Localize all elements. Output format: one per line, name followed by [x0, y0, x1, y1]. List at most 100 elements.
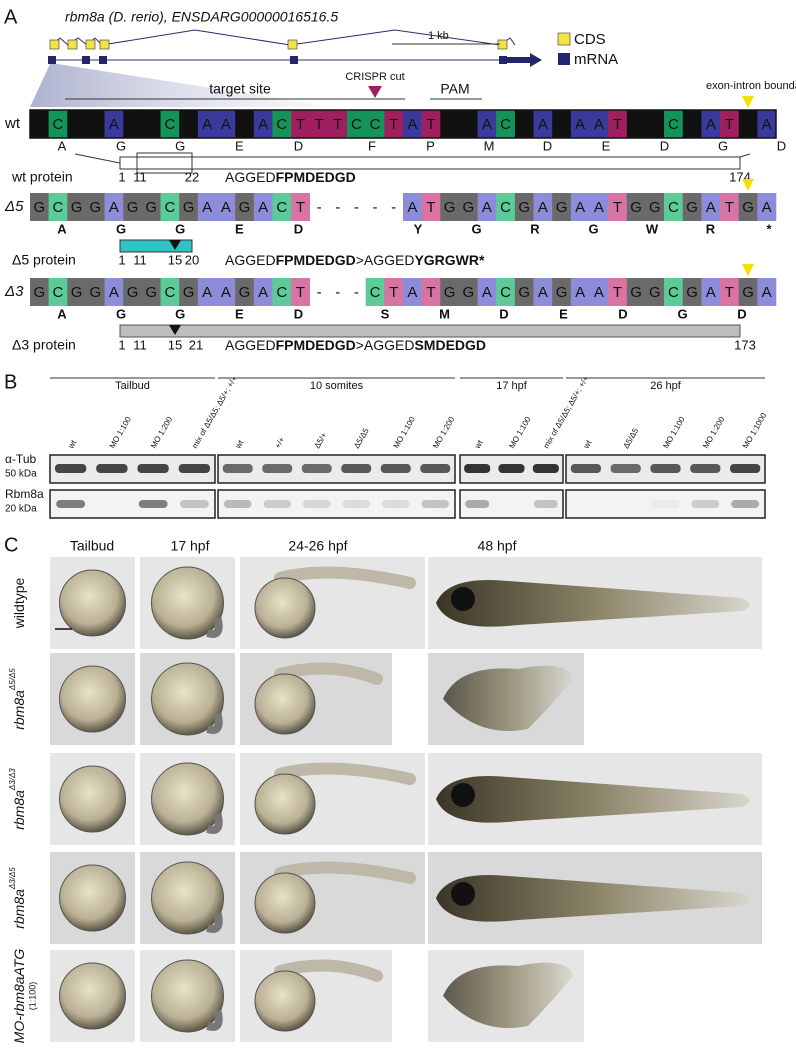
panel-label: C [4, 534, 18, 556]
amino-acid: R [706, 221, 716, 236]
nucleotide: A [258, 199, 268, 216]
protein-sequence: AGGEDFPMDEDGD>AGGEDYGRGWR* [225, 252, 485, 268]
nucleotide-cell [141, 193, 161, 221]
nucleotide: G [183, 116, 195, 133]
protein-sequence-part: AGGED [225, 337, 276, 353]
protein-position: 173 [734, 337, 756, 352]
nucleotide-cell [682, 193, 702, 221]
nucleotide-cell [440, 193, 460, 221]
band-rbm8a [263, 500, 292, 508]
panel-label: A [4, 6, 18, 28]
nucleotide: A [221, 116, 231, 133]
nucleotide-cell [235, 193, 255, 221]
embryo-tail [274, 762, 416, 785]
nucleotide: A [258, 116, 268, 133]
nucleotide-cell [701, 278, 721, 306]
nucleotide: C [370, 116, 381, 133]
nucleotide: A [482, 199, 492, 216]
protein-position: 15 [168, 252, 182, 267]
lane-label: wt [66, 438, 79, 451]
blot-size: 20 kDa [5, 504, 37, 515]
nucleotide-cell [757, 278, 777, 306]
nucleotide: C [164, 116, 175, 133]
legend-mrna [558, 53, 570, 65]
nucleotide-cell [365, 278, 385, 306]
embryo [59, 765, 126, 833]
column-label: 24-26 hpf [288, 538, 347, 554]
row-label-main: wildtype [11, 578, 27, 630]
nucleotide: - [391, 199, 396, 216]
lane-label: wt [581, 438, 594, 451]
nucleotide-cell [570, 278, 590, 306]
nucleotide-cell [216, 278, 236, 306]
lane-label: MO 1:200 [701, 415, 727, 450]
embryo [254, 872, 316, 934]
embryo [254, 970, 316, 1032]
nucleotide-cell [664, 278, 684, 306]
nucleotide: T [296, 284, 305, 301]
row-label: wt [4, 115, 21, 132]
nucleotide-cell [48, 110, 68, 138]
nucleotide-cell [626, 110, 646, 138]
row-label: MO-rbm8aATG [11, 949, 27, 1044]
nucleotide: G [444, 116, 456, 133]
row-label-superscript: Δ3/Δ5 [8, 867, 17, 890]
protein-label: Δ5 protein [12, 252, 76, 268]
protein-bar [119, 324, 741, 338]
nucleotide-cell [552, 110, 572, 138]
nucleotide: A [221, 199, 231, 216]
nucleotide: G [518, 284, 530, 301]
lane-label: MO 1:200 [149, 415, 175, 450]
nucleotide: T [613, 199, 622, 216]
nucleotide-cell [421, 110, 441, 138]
row-label-superscript: Δ5/Δ5 [8, 668, 17, 691]
nucleotide-cell [720, 110, 739, 138]
blot-rbm8a [459, 489, 564, 519]
band-tub [610, 464, 641, 473]
nucleotide-cell [328, 110, 348, 138]
nucleotide-cell [701, 193, 721, 221]
domain-box [136, 152, 193, 174]
amino-acid: R [530, 221, 540, 236]
band-tub [54, 464, 87, 473]
cut-marker [368, 86, 382, 98]
amino-acid: D [777, 138, 786, 153]
lane-label: MO 1:100 [661, 415, 687, 450]
amino-acid: M [484, 138, 495, 153]
nucleotide: A [706, 116, 716, 133]
nucleotide-cell [67, 193, 87, 221]
amino-acid: E [235, 306, 244, 321]
band-tub [690, 464, 721, 473]
row-label: rbm8aΔ3/Δ3 [8, 768, 27, 830]
amino-acid: E [559, 306, 568, 321]
nucleotide-cell [458, 110, 478, 138]
nucleotide-cell [48, 278, 68, 306]
blot-rbm8a [565, 489, 766, 519]
nucleotide: G [239, 199, 251, 216]
nucleotide-cell [253, 278, 273, 306]
band-tub [380, 464, 411, 473]
band-tub [262, 464, 293, 473]
amino-acid: D [294, 306, 303, 321]
nucleotide-cell [30, 193, 49, 221]
nucleotide-cell [664, 110, 684, 138]
nucleotide-cell [496, 193, 516, 221]
larva-eye [451, 882, 475, 906]
group-label: 17 hpf [496, 380, 528, 392]
nucleotide-cell [403, 278, 422, 306]
nucleotide: G [686, 284, 698, 301]
lane-label: MO 1:200 [431, 415, 457, 450]
nucleotide-cell [496, 110, 516, 138]
nucleotide-cell [160, 278, 180, 306]
band-rbm8a [56, 500, 86, 508]
amino-acid: G [116, 221, 126, 236]
protein-position: 1 [118, 337, 125, 352]
scale-label: 1 kb [428, 30, 449, 42]
nucleotide: G [686, 199, 698, 216]
nucleotide: A [109, 284, 119, 301]
row-label: Δ5 [4, 198, 24, 215]
nucleotide: C [276, 116, 287, 133]
nucleotide: G [33, 199, 45, 216]
nucleotide-cell [682, 110, 702, 138]
nucleotide-cell [496, 278, 516, 306]
